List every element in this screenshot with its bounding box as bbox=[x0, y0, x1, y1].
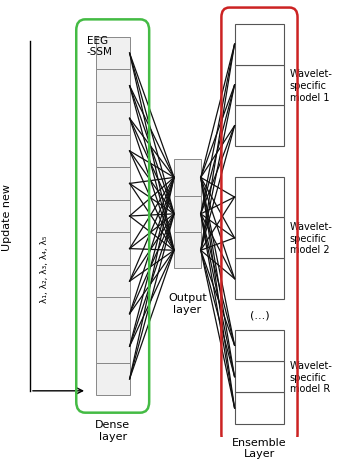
Bar bbox=[96, 330, 130, 363]
Text: λ₁, λ₂, λ₃, λ₄, λ₅: λ₁, λ₂, λ₃, λ₄, λ₅ bbox=[40, 235, 49, 302]
Bar bbox=[96, 363, 130, 395]
Bar bbox=[234, 392, 284, 424]
Text: EEG
-SSM: EEG -SSM bbox=[87, 36, 113, 57]
Bar bbox=[96, 135, 130, 168]
Bar bbox=[174, 160, 201, 196]
Bar bbox=[234, 177, 284, 218]
Text: Wavelet-
specific
model 1: Wavelet- specific model 1 bbox=[290, 69, 333, 102]
Bar bbox=[234, 218, 284, 259]
Bar bbox=[234, 259, 284, 299]
Text: Update new: Update new bbox=[2, 183, 12, 250]
Text: Dense
layer: Dense layer bbox=[95, 420, 130, 441]
Bar bbox=[96, 200, 130, 233]
Bar bbox=[96, 103, 130, 135]
Text: Ensemble
Layer: Ensemble Layer bbox=[232, 437, 287, 458]
Bar bbox=[174, 233, 201, 269]
Text: Output
layer: Output layer bbox=[168, 293, 207, 314]
Bar bbox=[234, 330, 284, 361]
Bar bbox=[174, 196, 201, 233]
Bar bbox=[234, 106, 284, 147]
Bar bbox=[234, 25, 284, 65]
Text: Wavelet-
specific
model 2: Wavelet- specific model 2 bbox=[290, 222, 333, 255]
Bar bbox=[96, 265, 130, 298]
Bar bbox=[96, 168, 130, 200]
Bar bbox=[96, 233, 130, 265]
Bar bbox=[96, 38, 130, 70]
Text: Wavelet-
specific
model R: Wavelet- specific model R bbox=[290, 360, 333, 393]
Bar bbox=[234, 65, 284, 106]
Bar bbox=[234, 361, 284, 392]
Bar bbox=[96, 70, 130, 103]
Bar bbox=[96, 298, 130, 330]
Text: (...): (...) bbox=[250, 310, 269, 319]
